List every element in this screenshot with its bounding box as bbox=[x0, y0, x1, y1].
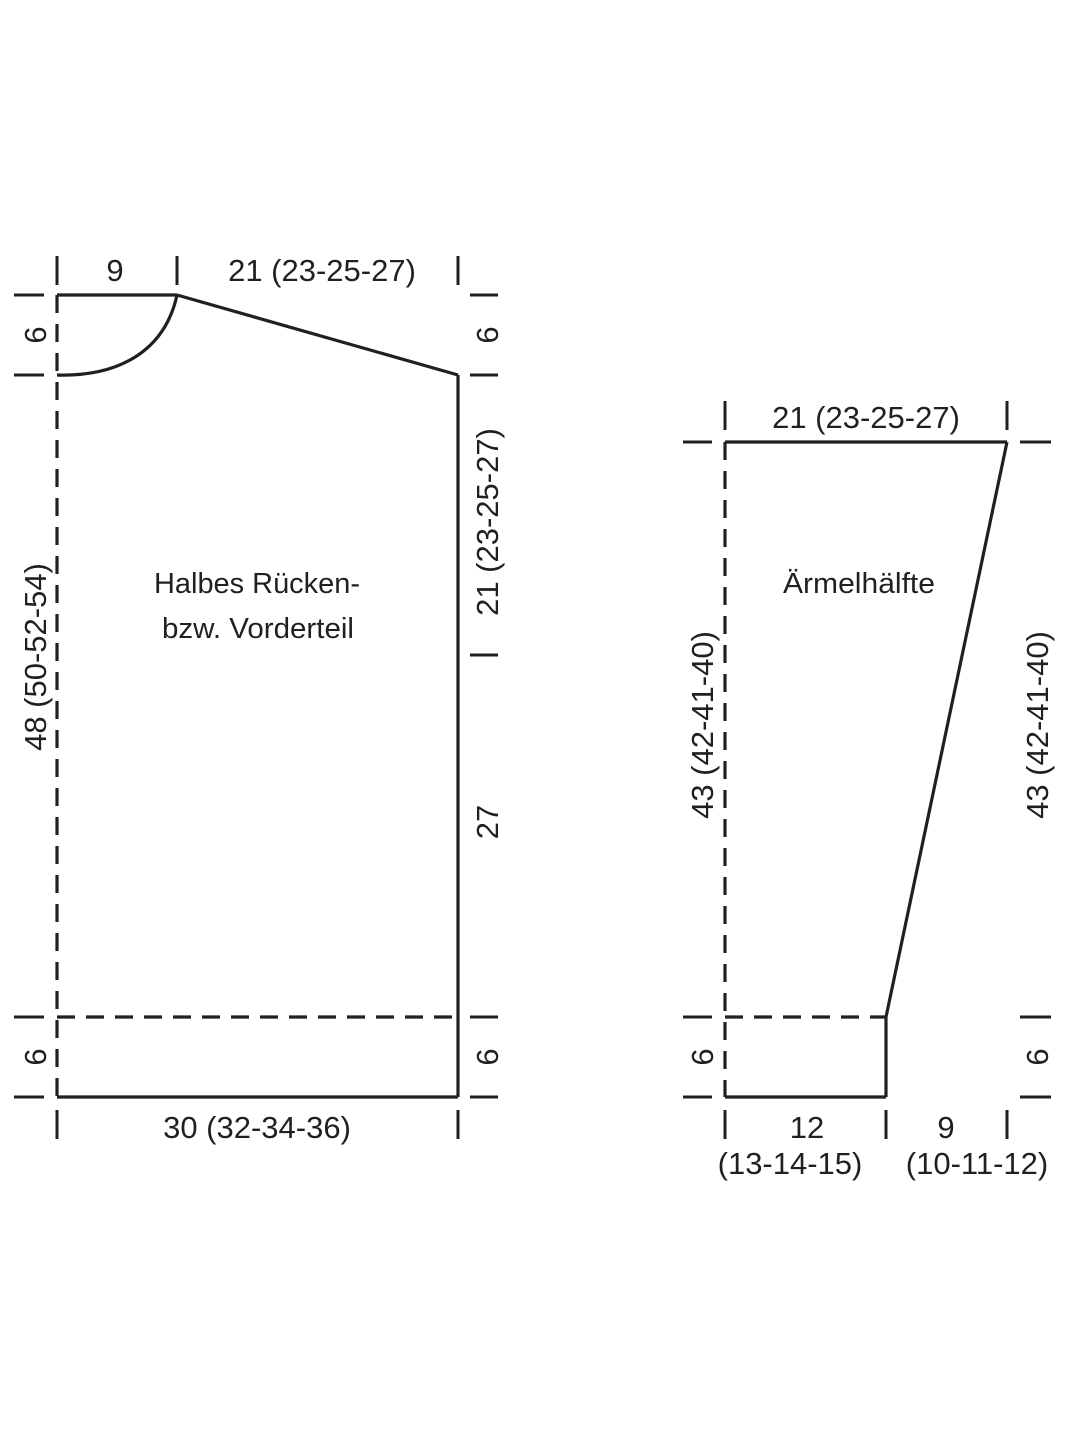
total-length-label: 48 (50-52-54) bbox=[18, 563, 53, 751]
hem-left-label: 6 bbox=[18, 1048, 53, 1065]
sleeve-slant-edge bbox=[884, 441, 1009, 1097]
sleeve-top-width-label: 21 (23-25-27) bbox=[772, 400, 960, 435]
shoulder-width-label: 21 (23-25-27) bbox=[228, 253, 416, 288]
body-title-line1: Halbes Rücken- bbox=[154, 568, 360, 600]
neck-depth-label: 6 bbox=[18, 326, 53, 343]
shoulder-drop-label: 6 bbox=[470, 326, 505, 343]
cuff-left-label: 6 bbox=[685, 1048, 720, 1065]
body-piece: 9 21 (23-25-27) 6 48 (50-52-54) 6 6 21 (… bbox=[14, 253, 505, 1145]
bottom-width-label: 30 (32-34-36) bbox=[163, 1110, 351, 1145]
sleeve-length-left-label: 43 (42-41-40) bbox=[685, 631, 720, 819]
side-length-label: 27 bbox=[470, 805, 505, 839]
cuff-width-sizes-label: (13-14-15) bbox=[718, 1146, 863, 1181]
armhole-depth-label: 21 (23-25-27) bbox=[470, 428, 505, 616]
neck-width-label: 9 bbox=[106, 253, 123, 288]
body-ticks bbox=[14, 256, 498, 1139]
sleeve-length-right-label: 43 (42-41-40) bbox=[1020, 631, 1055, 819]
sleeve-ticks bbox=[683, 401, 1051, 1139]
increase-width-sizes-label: (10-11-12) bbox=[906, 1146, 1048, 1181]
cuff-right-label: 6 bbox=[1020, 1048, 1055, 1065]
body-title-line2: bzw. Vorderteil bbox=[162, 613, 354, 645]
body-shoulder-edge bbox=[176, 293, 459, 377]
hem-right-label: 6 bbox=[470, 1048, 505, 1065]
cuff-width-label: 12 bbox=[790, 1110, 824, 1145]
sleeve-title: Ärmelhälfte bbox=[783, 568, 935, 600]
body-neck-curve bbox=[56, 294, 179, 377]
sleeve-piece: 21 (23-25-27) Ärmelhälfte 43 (42-41-40) … bbox=[683, 400, 1055, 1181]
increase-width-label: 9 bbox=[937, 1110, 954, 1145]
